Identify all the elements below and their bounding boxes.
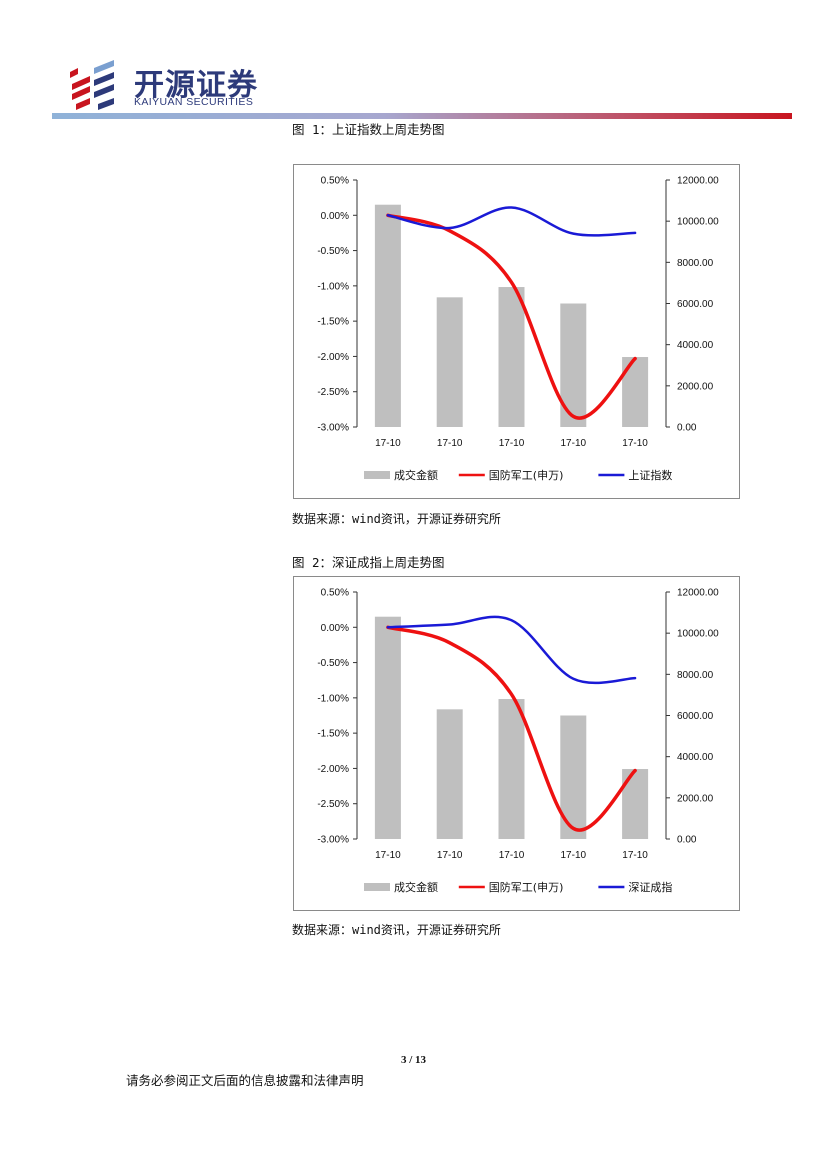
right-axis-tick-label: 0.00 bbox=[677, 835, 697, 846]
left-axis-tick-label: -1.50% bbox=[317, 729, 349, 740]
legend-label: 成交金额 bbox=[394, 468, 438, 482]
left-axis-tick-label: 0.50% bbox=[321, 588, 349, 599]
left-axis-tick-label: -2.00% bbox=[317, 352, 349, 363]
figure-2-caption: 图 2：深证成指上周走势图 bbox=[292, 555, 445, 570]
bar-成交金额 bbox=[374, 204, 401, 427]
legend-swatch bbox=[364, 471, 390, 479]
header-divider bbox=[52, 113, 792, 119]
x-axis-tick-label: 17-10 bbox=[622, 850, 648, 861]
right-axis-tick-label: 6000.00 bbox=[677, 299, 714, 310]
x-axis-tick-label: 17-10 bbox=[437, 438, 463, 449]
x-axis-tick-label: 17-10 bbox=[437, 850, 463, 861]
left-axis-tick-label: 0.00% bbox=[321, 623, 349, 634]
right-axis-tick-label: 12000.00 bbox=[677, 176, 719, 187]
left-axis-tick-label: -0.50% bbox=[317, 658, 349, 669]
right-axis-tick-label: 4000.00 bbox=[677, 752, 714, 763]
x-axis-tick-label: 17-10 bbox=[499, 850, 525, 861]
figure-2-source: 数据来源：wind资讯，开源证券研究所 bbox=[292, 923, 501, 937]
bar-成交金额 bbox=[374, 616, 401, 839]
x-axis-tick-label: 17-10 bbox=[561, 438, 587, 449]
left-axis-tick-label: -1.50% bbox=[317, 317, 349, 328]
page-number: 3 / 13 bbox=[400, 1054, 427, 1066]
left-axis-tick-label: 0.50% bbox=[321, 176, 349, 187]
right-axis-tick-label: 12000.00 bbox=[677, 588, 719, 599]
left-axis-tick-label: -1.00% bbox=[317, 693, 349, 704]
figure-1-chart: 0.50% 0.00% -0.50% -1.00% -1.50% -2.00% -2.50%… bbox=[293, 164, 740, 499]
series-line-深证成指 bbox=[386, 615, 637, 685]
right-axis-tick-label: 8000.00 bbox=[677, 670, 714, 681]
right-axis-tick-label: 0.00 bbox=[677, 423, 697, 434]
left-axis-tick-label: 0.00% bbox=[321, 211, 349, 222]
left-axis-tick-label: -2.50% bbox=[317, 799, 349, 810]
bar-成交金额 bbox=[436, 297, 463, 427]
legend-label: 国防军工(申万) bbox=[489, 880, 564, 894]
left-axis-tick-label: -1.00% bbox=[317, 281, 349, 292]
company-logo: 开源证券 KAIYUAN SECURITIES bbox=[68, 58, 268, 110]
x-axis-tick-label: 17-10 bbox=[561, 850, 587, 861]
right-axis-tick-label: 8000.00 bbox=[677, 258, 714, 269]
kaiyuan-logo-icon bbox=[70, 60, 114, 110]
left-axis-tick-label: -2.00% bbox=[317, 764, 349, 775]
figure-2-chart: 0.50% 0.00% -0.50% -1.00% -1.50% -2.00% -2.50%… bbox=[293, 576, 740, 911]
legend-label: 成交金额 bbox=[394, 880, 438, 894]
legend-label: 深证成指 bbox=[628, 880, 672, 894]
chart-2-svg: 0.50% 0.00% -0.50% -1.00% -1.50% -2.00% -2.50%… bbox=[317, 588, 719, 895]
bar-成交金额 bbox=[498, 699, 525, 839]
right-axis-tick-label: 10000.00 bbox=[677, 629, 719, 640]
footer-disclaimer: 请务必参阅正文后面的信息披露和法律声明 bbox=[126, 1073, 364, 1088]
right-axis-tick-label: 10000.00 bbox=[677, 217, 719, 228]
right-axis-tick-label: 4000.00 bbox=[677, 340, 714, 351]
right-axis-tick-label: 2000.00 bbox=[677, 793, 714, 804]
logo-chinese-name: 开源证券 bbox=[134, 68, 258, 103]
legend-label: 上证指数 bbox=[628, 468, 672, 482]
x-axis-tick-label: 17-10 bbox=[622, 438, 648, 449]
left-axis-tick-label: -2.50% bbox=[317, 387, 349, 398]
bar-成交金额 bbox=[436, 709, 463, 839]
left-axis-tick-label: -3.00% bbox=[317, 835, 349, 846]
series-line-国防军工(申万) bbox=[386, 625, 637, 832]
legend-label: 国防军工(申万) bbox=[489, 468, 564, 482]
figure-1-caption: 图 1：上证指数上周走势图 bbox=[292, 122, 445, 137]
chart-1-svg: 0.50% 0.00% -0.50% -1.00% -1.50% -2.00% -2.50%… bbox=[317, 176, 719, 483]
series-line-国防军工(申万) bbox=[386, 213, 637, 420]
right-axis-tick-label: 2000.00 bbox=[677, 381, 714, 392]
left-axis-tick-label: -0.50% bbox=[317, 246, 349, 257]
left-axis-tick-label: -3.00% bbox=[317, 423, 349, 434]
x-axis-tick-label: 17-10 bbox=[375, 850, 401, 861]
bar-成交金额 bbox=[498, 287, 525, 427]
legend-swatch bbox=[364, 883, 390, 891]
series-line-上证指数 bbox=[386, 206, 637, 237]
x-axis-tick-label: 17-10 bbox=[499, 438, 525, 449]
figure-1-source: 数据来源：wind资讯，开源证券研究所 bbox=[292, 512, 501, 526]
right-axis-tick-label: 6000.00 bbox=[677, 711, 714, 722]
logo-english-name: KAIYUAN SECURITIES bbox=[134, 96, 254, 108]
x-axis-tick-label: 17-10 bbox=[375, 438, 401, 449]
